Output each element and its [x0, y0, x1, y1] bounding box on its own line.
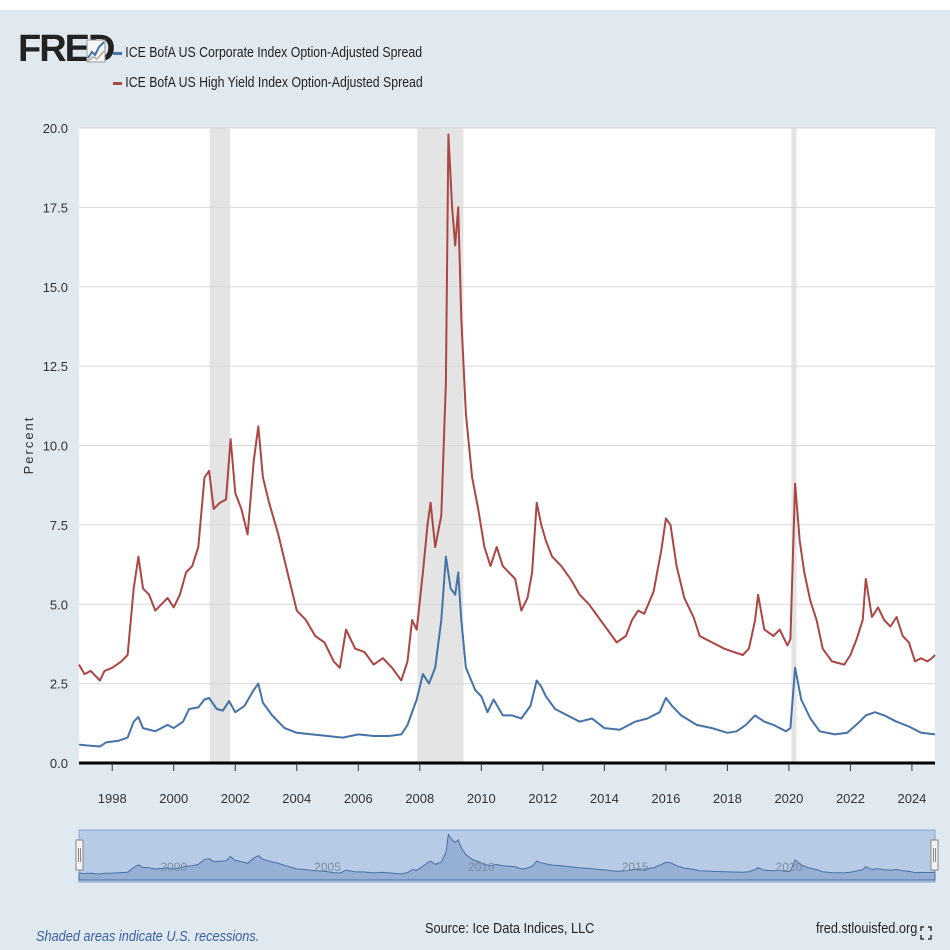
- x-tick-label: 2016: [651, 791, 680, 806]
- y-tick-labels: 0.0 2.5 5.0 7.5 10.0 12.5 15.0 17.5 20.0: [43, 121, 68, 771]
- drag-handle-icon[interactable]: [930, 839, 939, 871]
- navigator-label: 2010: [468, 860, 495, 874]
- navigator-label: 2015: [622, 860, 649, 874]
- series-line-high-yield[interactable]: [78, 133, 936, 682]
- y-tick-label: 5.0: [50, 597, 68, 612]
- navigator-labels: 2000 2005 2010 2015 2020: [160, 860, 802, 874]
- x-tick-label: 2024: [897, 791, 926, 806]
- legend-label-corporate: ICE BofA US Corporate Index Option-Adjus…: [125, 44, 423, 61]
- legend-item-high-yield[interactable]: ICE BofA US High Yield Index Option-Adju…: [113, 74, 423, 91]
- legend-label-high-yield: ICE BofA US High Yield Index Option-Adju…: [125, 74, 423, 91]
- x-tick-label: 2000: [159, 791, 188, 806]
- site-link[interactable]: fred.stlouisfed.org: [816, 920, 918, 937]
- drag-handle-icon[interactable]: [75, 839, 84, 871]
- y-tick-label: 20.0: [43, 121, 68, 136]
- legend-swatch-high-yield: [113, 81, 123, 85]
- y-tick-label: 15.0: [43, 280, 68, 295]
- series-line-corporate[interactable]: [78, 555, 936, 748]
- y-tick-label: 17.5: [43, 200, 68, 215]
- x-tick-label: 2004: [282, 791, 311, 806]
- x-tick-label: 2006: [344, 791, 373, 806]
- x-tick-label: 2008: [405, 791, 434, 806]
- source-note: Source: Ice Data Indices, LLC: [425, 920, 595, 937]
- x-tick-label: 2010: [467, 791, 496, 806]
- navigator-series-area: [78, 833, 936, 881]
- y-tick-label: 2.5: [50, 677, 68, 692]
- x-tick-label: 2020: [774, 791, 803, 806]
- x-tick-label: 2022: [836, 791, 865, 806]
- navigator-label: 2005: [314, 860, 341, 874]
- recession-note: Shaded areas indicate U.S. recessions.: [36, 928, 260, 945]
- x-tick-label: 2018: [713, 791, 742, 806]
- y-tick-label: 12.5: [43, 359, 68, 374]
- x-tick-label: 1998: [98, 791, 127, 806]
- x-tick-label: 2014: [590, 791, 619, 806]
- graph-icon: [86, 39, 106, 63]
- legend-swatch-corporate: [113, 51, 123, 55]
- y-tick-label: 10.0: [43, 439, 68, 454]
- y-tick-label: 0.0: [50, 756, 68, 771]
- navigator-label: 2000: [160, 860, 187, 874]
- x-tick-label: 2012: [528, 791, 557, 806]
- navigator-label: 2020: [776, 860, 803, 874]
- fullscreen-icon[interactable]: [920, 926, 932, 940]
- series-lines: [78, 133, 936, 748]
- y-axis-label: Percent: [21, 416, 36, 475]
- x-tick-label: 2002: [221, 791, 250, 806]
- y-tick-label: 7.5: [50, 518, 68, 533]
- x-tick-labels: 1998 2000 2002 2004 2006 2008 2010 2012 2014 2016…: [98, 763, 926, 806]
- legend-item-corporate[interactable]: ICE BofA US Corporate Index Option-Adjus…: [113, 44, 422, 61]
- range-navigator[interactable]: 2000 2005 2010 2015 2020: [75, 829, 939, 883]
